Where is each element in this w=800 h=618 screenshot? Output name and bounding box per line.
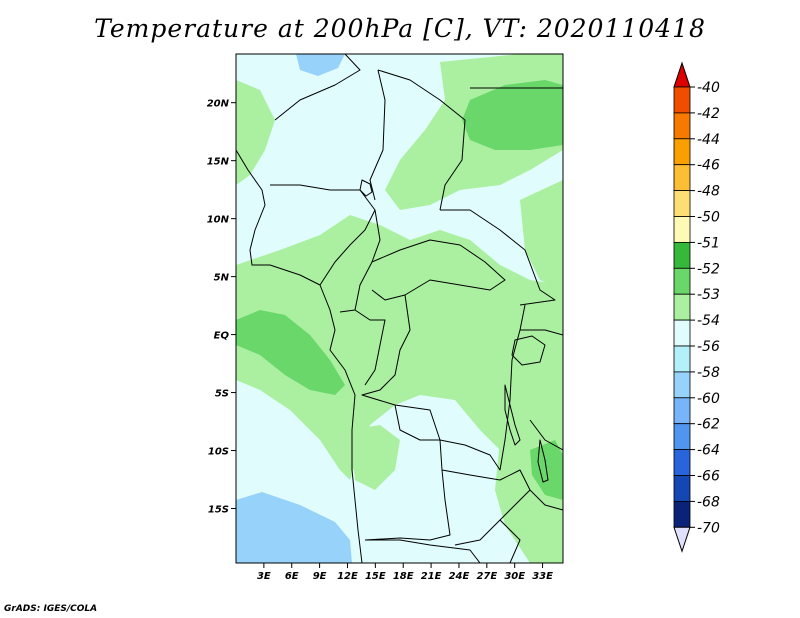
colorbar-swatch xyxy=(673,449,691,476)
green-patch-northeast xyxy=(462,80,563,150)
lon-tick-label: 12E xyxy=(337,571,358,582)
colorbar-label: -44 xyxy=(697,132,720,148)
lon-tick-label: 9E xyxy=(313,571,327,582)
warm-patch-south-central xyxy=(350,425,400,490)
colorbar-label: -53 xyxy=(697,287,720,303)
green-patch-equator xyxy=(236,310,345,395)
lon-tick-label: 18E xyxy=(393,571,414,582)
latitude-axis: 20N 15N 10N 5N EQ 5S 10S 15S xyxy=(207,99,236,516)
coastline-west xyxy=(236,149,363,563)
plot-frame xyxy=(235,53,564,564)
border-mozambique xyxy=(499,489,563,563)
lon-tick-label: 24E xyxy=(449,571,470,582)
lon-tick-label: 30E xyxy=(504,571,525,582)
lon-tick-label: 21E xyxy=(421,571,442,582)
colorbar-swatch xyxy=(673,397,691,425)
colorbar-swatch xyxy=(673,86,691,114)
lat-tick-label: 10N xyxy=(207,215,230,226)
colorbar: -40 -42 -44 -46 -48 -50 -51 -52 -53 -54 -56 -58 -60 -… xyxy=(673,61,720,553)
colorbar-swatch xyxy=(673,241,691,269)
border-libya-sudan xyxy=(377,69,466,211)
colorbar-label: -52 xyxy=(697,261,720,277)
lat-tick-label: 15S xyxy=(208,505,229,516)
colorbar-swatch xyxy=(673,345,691,373)
colorbar-label: -42 xyxy=(697,106,720,122)
warm-patch-east xyxy=(520,180,563,290)
longitude-axis: 3E 6E 9E 12E 15E 18E 21E 24E 27E 30E 33E xyxy=(257,563,553,582)
colorbar-swatch xyxy=(673,190,691,217)
lat-tick-label: 15N xyxy=(207,157,230,168)
lat-tick-label: EQ xyxy=(214,331,230,342)
cold-patch-northwest xyxy=(296,54,345,76)
colorbar-label: -56 xyxy=(697,339,720,355)
lat-tick-label: 5S xyxy=(215,389,229,400)
colorbar-swatch xyxy=(673,475,691,502)
border-namibia xyxy=(365,539,481,563)
border-angola xyxy=(364,404,451,541)
colorbar-label: -50 xyxy=(697,210,720,226)
colorbar-swatch xyxy=(673,371,691,399)
lon-tick-label: 33E xyxy=(532,571,553,582)
map-title: Temperature at 200hPa [C], VT: 202011041… xyxy=(94,14,706,43)
colorbar-label: -68 xyxy=(697,494,720,510)
lake-tanganyika xyxy=(504,384,521,446)
colorbar-label: -46 xyxy=(697,158,720,174)
border-congo xyxy=(354,309,386,386)
lake-chad xyxy=(359,179,373,197)
colorbar-label: -58 xyxy=(697,365,720,381)
border-libya-chad xyxy=(369,69,386,201)
colorbar-swatch xyxy=(673,293,691,321)
colorbar-label: -51 xyxy=(697,235,720,251)
border-south-sudan xyxy=(440,209,556,306)
colorbar-swatch xyxy=(673,164,691,191)
grads-credit: GrADS: IGES/COLA xyxy=(4,604,98,614)
colorbar-swatch xyxy=(673,319,691,347)
colorbar-label: -70 xyxy=(697,520,720,536)
colorbar-swatch xyxy=(673,423,691,451)
colorbar-swatch xyxy=(673,216,691,243)
lake-victoria xyxy=(511,335,546,366)
border-tanzania xyxy=(520,329,563,451)
lon-tick-label: 3E xyxy=(257,571,271,582)
colorbar-label: -62 xyxy=(697,417,720,433)
warm-patch-west-coast xyxy=(236,80,275,185)
colorbar-swatch xyxy=(673,138,691,166)
colorbar-label: -40 xyxy=(697,80,720,96)
border-algeria-niger xyxy=(274,54,361,121)
country-borders xyxy=(236,54,563,563)
lat-tick-label: 10S xyxy=(208,447,229,458)
colorbar-top-arrow xyxy=(673,61,691,88)
lon-tick-label: 27E xyxy=(476,571,497,582)
colorbar-label: -64 xyxy=(697,443,720,459)
lon-tick-label: 6E xyxy=(285,571,299,582)
lake-malawi xyxy=(537,439,549,483)
colorbar-swatch xyxy=(673,112,691,140)
colorbar-label: -48 xyxy=(697,184,720,200)
colorbar-label: -66 xyxy=(697,469,720,485)
lon-tick-label: 15E xyxy=(365,571,386,582)
cold-patch-southwest xyxy=(236,492,352,563)
warm-patch-central xyxy=(236,215,563,480)
colorbar-swatch xyxy=(673,500,691,528)
border-car xyxy=(371,239,506,301)
lat-tick-label: 5N xyxy=(214,273,230,284)
colorbar-label: -54 xyxy=(697,313,720,329)
temperature-field xyxy=(236,54,563,563)
border-cameroon xyxy=(339,209,381,313)
colorbar-label: -60 xyxy=(697,391,720,407)
lat-tick-label: 20N xyxy=(207,99,230,110)
colorbar-bottom-arrow xyxy=(673,526,691,553)
colorbar-swatch xyxy=(673,267,691,295)
border-zambia xyxy=(441,469,531,546)
